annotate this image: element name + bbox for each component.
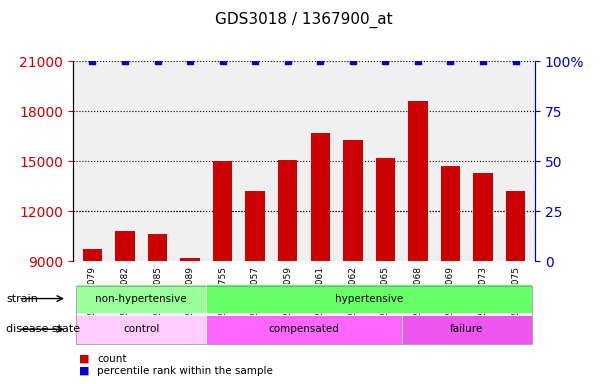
- Point: [218, 58, 227, 65]
- Bar: [311, 133, 330, 384]
- Point: [511, 58, 520, 65]
- Bar: [181, 258, 200, 384]
- Bar: [83, 250, 102, 384]
- Text: count: count: [97, 354, 127, 364]
- Point: [381, 58, 390, 65]
- Bar: [441, 166, 460, 384]
- Text: disease state: disease state: [6, 324, 80, 334]
- Text: compensated: compensated: [269, 324, 339, 334]
- Text: ■: ■: [79, 354, 89, 364]
- Bar: [116, 231, 135, 384]
- Text: failure: failure: [450, 324, 483, 334]
- Text: non-hypertensive: non-hypertensive: [95, 293, 187, 304]
- Point: [413, 58, 423, 65]
- Text: control: control: [123, 324, 159, 334]
- Bar: [473, 173, 492, 384]
- Point: [283, 58, 292, 65]
- Bar: [506, 191, 525, 384]
- Text: percentile rank within the sample: percentile rank within the sample: [97, 366, 273, 376]
- Point: [316, 58, 325, 65]
- Point: [88, 58, 97, 65]
- Bar: [408, 101, 427, 384]
- Bar: [246, 191, 265, 384]
- Point: [478, 58, 488, 65]
- Point: [446, 58, 455, 65]
- Point: [348, 58, 358, 65]
- Text: hypertensive: hypertensive: [335, 293, 403, 304]
- Text: ■: ■: [79, 366, 89, 376]
- Bar: [343, 140, 362, 384]
- Bar: [278, 160, 297, 384]
- Point: [120, 58, 130, 65]
- Bar: [376, 158, 395, 384]
- Bar: [213, 161, 232, 384]
- Point: [153, 58, 162, 65]
- Point: [185, 58, 195, 65]
- Point: [250, 58, 260, 65]
- Text: strain: strain: [6, 293, 38, 304]
- Text: GDS3018 / 1367900_at: GDS3018 / 1367900_at: [215, 12, 393, 28]
- Bar: [148, 235, 167, 384]
